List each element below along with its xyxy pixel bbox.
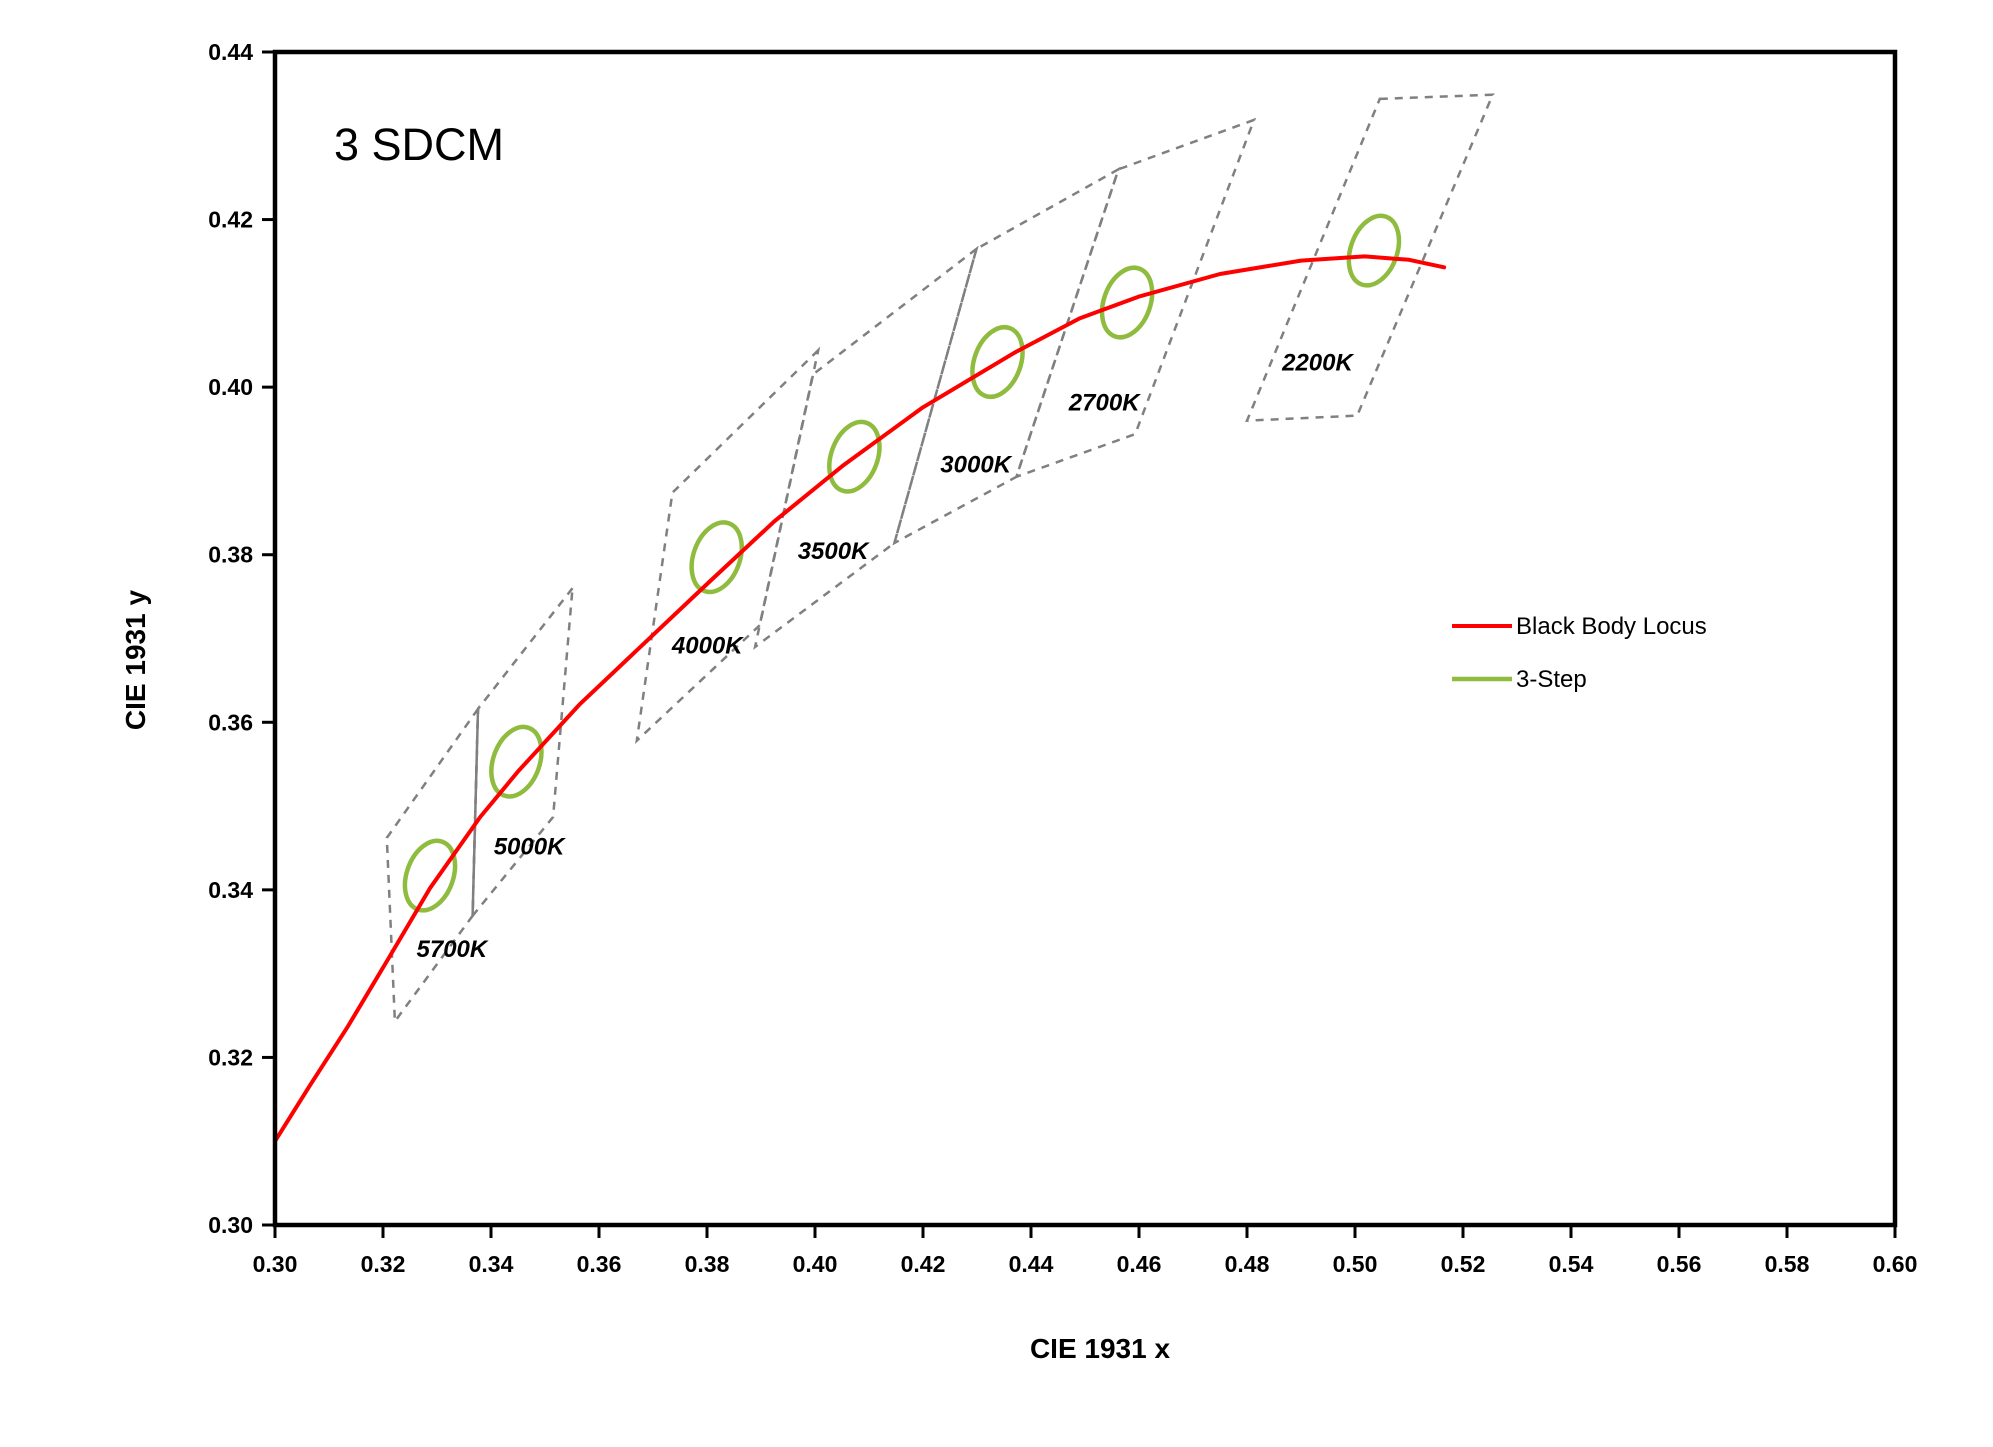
x-tick-label: 0.34	[469, 1251, 514, 1277]
x-tick-label: 0.46	[1117, 1251, 1162, 1277]
legend-label-black-body-locus: Black Body Locus	[1516, 613, 1707, 640]
x-tick-label: 0.54	[1549, 1251, 1594, 1277]
bin-label-3000K: 3000K	[940, 452, 1012, 479]
y-tick-label: 0.38	[208, 542, 253, 568]
x-tick-label: 0.60	[1873, 1251, 1918, 1277]
x-tick-label: 0.42	[901, 1251, 946, 1277]
y-axis-title: CIE 1931 y	[120, 590, 151, 731]
x-tick-label: 0.32	[361, 1251, 406, 1277]
x-tick-label: 0.40	[793, 1251, 838, 1277]
x-tick-label: 0.50	[1333, 1251, 1378, 1277]
x-tick-label: 0.58	[1765, 1251, 1810, 1277]
y-tick-label: 0.42	[208, 207, 253, 233]
bin-label-5700K: 5700K	[417, 936, 489, 963]
bin-label-2700K: 2700K	[1068, 390, 1141, 417]
y-tick-label: 0.36	[208, 709, 253, 735]
y-tick-label: 0.32	[208, 1044, 253, 1070]
x-tick-label: 0.44	[1009, 1251, 1054, 1277]
y-tick-label: 0.44	[208, 39, 253, 65]
ansi-bin-2200K	[1245, 93, 1495, 423]
macadam-ellipse-3500K	[827, 419, 882, 494]
bin-solid-edge	[471, 708, 480, 916]
bin-label-2200K: 2200K	[1281, 349, 1354, 376]
legend: Black Body Locus 3-Step	[1452, 613, 1707, 693]
blackbody-locus-line	[273, 254, 1447, 1144]
y-tick-label: 0.34	[208, 877, 253, 903]
macadam-ellipse-5000K	[489, 724, 544, 799]
macadam-ellipse-3000K	[970, 325, 1025, 399]
x-tick-label: 0.56	[1657, 1251, 1702, 1277]
y-tick-label: 0.30	[208, 1212, 253, 1238]
macadam-ellipse-4000K	[689, 520, 744, 595]
y-tick-label: 0.40	[208, 374, 253, 400]
ansi-bin-2700K	[1014, 117, 1257, 479]
x-tick-label: 0.30	[253, 1251, 298, 1277]
ansi-bin-3000K	[892, 166, 1121, 546]
x-tick-label: 0.48	[1225, 1251, 1270, 1277]
macadam-ellipse-2700K	[1099, 265, 1155, 340]
bin-label-4000K: 4000K	[671, 633, 744, 660]
plot-border	[272, 49, 1898, 1228]
bin-label-5000K: 5000K	[494, 834, 566, 861]
x-tick-label: 0.38	[685, 1251, 730, 1277]
ansi-bin-4000K	[635, 346, 821, 745]
x-tick-label: 0.36	[577, 1251, 622, 1277]
x-tick-label: 0.52	[1441, 1251, 1486, 1277]
legend-label-3-step: 3-Step	[1516, 666, 1587, 693]
ansi-bin-3500K	[753, 245, 979, 650]
x-axis-title: CIE 1931 x	[1030, 1333, 1171, 1364]
chart-annotation: 3 SDCM	[334, 119, 504, 170]
bin-label-3500K: 3500K	[798, 538, 870, 565]
